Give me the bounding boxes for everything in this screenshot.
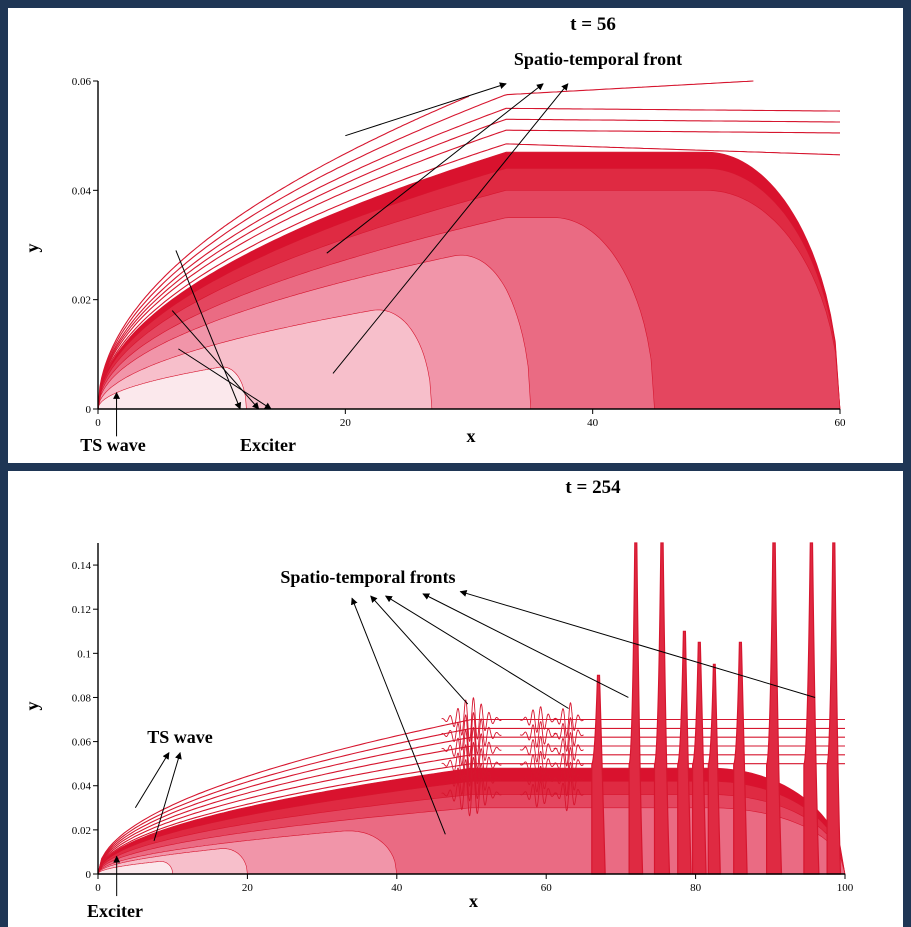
annotation-arrow <box>171 310 260 410</box>
y-tick-label: 0.06 <box>72 76 92 88</box>
annotation-arrow <box>370 595 469 705</box>
spike-front-7 <box>766 542 783 875</box>
spike-front-5 <box>707 663 721 875</box>
y-tick-label: 0.04 <box>72 185 92 197</box>
spike-front-1 <box>628 542 644 875</box>
wave-packet-2 <box>553 702 584 812</box>
annotation-arrow <box>134 752 170 809</box>
spike-front-4 <box>692 641 707 875</box>
y-tick-label: 0.08 <box>72 692 92 704</box>
chart-title: t = 56 <box>570 14 616 35</box>
spike-front-2 <box>653 542 671 875</box>
x-tick-label: 20 <box>340 417 352 429</box>
x-tick-label: 40 <box>587 417 599 429</box>
spike-front-0 <box>591 674 606 875</box>
y-tick-label: 0 <box>86 404 92 416</box>
x-tick-label: 60 <box>835 417 847 429</box>
annotation-arrow <box>332 83 569 374</box>
annotation-label: TS wave <box>80 435 146 455</box>
y-tick-label: 0.02 <box>72 295 91 307</box>
annotation-arrow <box>459 589 816 698</box>
annotation-label: Spatio-temporal front <box>514 49 682 69</box>
contour-line-0 <box>97 143 841 410</box>
x-tick-label: 40 <box>391 882 403 894</box>
contour-line-1 <box>97 129 840 410</box>
y-tick-label: 0.14 <box>72 560 92 572</box>
spike-front-8 <box>803 542 820 875</box>
y-axis-label: y <box>22 244 42 253</box>
top-contour-plot: 0 20 40 60 0 0.02 0.04 0.06 x y t = 56 Spatio-tempo… <box>22 14 847 455</box>
top-plot-panel: 0 20 40 60 0 0.02 0.04 0.06 x y t = 56 Spatio-tempo… <box>8 8 903 463</box>
annotation-label: Exciter <box>240 435 296 455</box>
annotation-label: TS wave <box>147 727 213 747</box>
annotation-arrow <box>345 82 507 137</box>
contour-line-3 <box>97 107 841 410</box>
contour-line-5 <box>97 95 470 410</box>
spike-front-6 <box>733 641 748 875</box>
annotation-label: Exciter <box>87 901 143 921</box>
bottom-contour-plot: 0 20 40 60 80 100 0 0.02 0.04 0.06 0.08 0.1 0.12 0.14… <box>22 477 854 921</box>
x-tick-label: 60 <box>541 882 553 894</box>
spike-front-9 <box>826 542 842 875</box>
y-tick-label: 0.12 <box>72 604 91 616</box>
annotation-arrow <box>422 593 629 698</box>
x-tick-label: 80 <box>690 882 702 894</box>
contour-line-2 <box>97 118 840 410</box>
wave-packet-0 <box>441 697 502 817</box>
x-tick-label: 0 <box>95 417 101 429</box>
y-tick-label: 0 <box>86 869 92 881</box>
x-axis-label: x <box>467 426 476 446</box>
y-tick-label: 0.1 <box>77 648 91 660</box>
x-axis-label: x <box>469 891 478 911</box>
y-axis-label: y <box>22 702 42 711</box>
bottom-plot-panel: 0 20 40 60 80 100 0 0.02 0.04 0.06 0.08 0.1 0.12 0.14… <box>8 471 903 927</box>
annotation-arrow <box>178 348 272 410</box>
y-tick-label: 0.02 <box>72 825 91 837</box>
annotation-arrow <box>153 751 182 842</box>
x-tick-label: 100 <box>837 882 854 894</box>
y-tick-label: 0.04 <box>72 781 92 793</box>
y-tick-label: 0.06 <box>72 737 92 749</box>
x-tick-label: 0 <box>95 882 101 894</box>
annotation-arrow <box>326 83 544 254</box>
wave-packet-1 <box>519 706 558 808</box>
annotation-label: Spatio-temporal fronts <box>280 567 455 587</box>
contour-line-4 <box>97 80 754 410</box>
x-tick-label: 20 <box>242 882 254 894</box>
spike-front-3 <box>677 630 692 875</box>
annotation-arrow <box>384 595 569 709</box>
annotation-arrow <box>351 597 446 835</box>
chart-title: t = 254 <box>565 477 621 498</box>
